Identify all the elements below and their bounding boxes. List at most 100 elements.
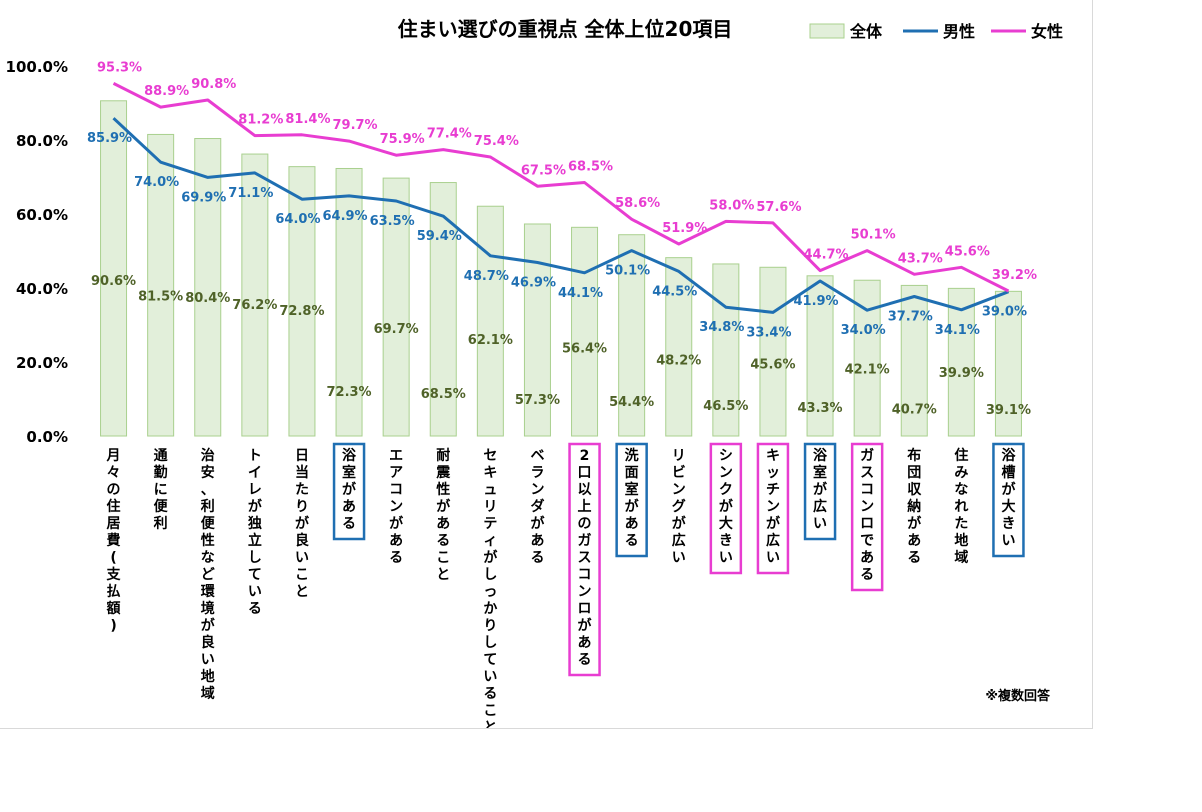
x-category-label: 治安、利便性など環境が良い地域 <box>201 447 216 702</box>
bar-data-label: 42.1% <box>845 363 890 378</box>
female-data-label: 58.0% <box>709 198 754 213</box>
female-data-label: 95.3% <box>97 60 142 75</box>
x-category-label: 月々の住居費(支払額) <box>106 448 122 634</box>
category-highlight-box <box>332 442 366 541</box>
bar <box>241 153 269 437</box>
x-category-label: 浴室が広い <box>813 447 828 532</box>
bar-data-label: 45.6% <box>750 358 795 373</box>
y-tick-label: 20.0% <box>16 354 68 372</box>
category-highlight-box <box>568 442 601 677</box>
bar-data-label: 39.9% <box>939 366 984 381</box>
female-data-label: 68.5% <box>568 160 613 175</box>
x-category-label: 2 口以上のガスコンロがある <box>578 448 593 668</box>
female-data-label: 81.4% <box>285 112 330 127</box>
bar <box>382 177 410 437</box>
x-category-label: 住みなれた地域 <box>954 447 968 566</box>
female-data-label: 77.4% <box>427 127 472 142</box>
x-category-label: ベランダがある <box>530 448 545 566</box>
bar <box>947 287 975 437</box>
y-tick-label: 100.0% <box>6 58 68 76</box>
male-data-label: 37.7% <box>888 310 933 325</box>
female-data-label: 43.7% <box>898 251 943 266</box>
bar-data-label: 48.2% <box>656 354 701 369</box>
bar <box>194 138 222 437</box>
x-category-label: キッチンが広い <box>766 448 781 566</box>
bar-data-label: 56.4% <box>562 342 607 357</box>
male-data-label: 46.9% <box>511 275 556 290</box>
male-data-label: 69.9% <box>181 190 226 205</box>
bar <box>147 133 175 437</box>
male-data-label: 34.1% <box>935 323 980 338</box>
male-data-label: 74.0% <box>134 175 179 190</box>
female-data-label: 79.7% <box>332 118 377 133</box>
female-data-label: 75.9% <box>380 132 425 147</box>
bar-data-label: 62.1% <box>468 333 513 348</box>
male-data-label: 71.1% <box>228 186 273 201</box>
female-data-label: 57.6% <box>756 200 801 215</box>
male-data-label: 48.7% <box>464 269 509 284</box>
bar-data-label: 72.8% <box>279 304 324 319</box>
x-category-label: 洗面室がある <box>625 447 640 549</box>
bar <box>759 266 787 437</box>
x-category-label: 耐震性があること <box>435 447 451 583</box>
male-data-label: 33.4% <box>746 325 791 340</box>
male-data-label: 44.5% <box>652 284 697 299</box>
category-highlight-box <box>803 442 837 541</box>
bar-data-label: 76.2% <box>232 298 277 313</box>
bar <box>288 166 316 437</box>
bar-data-label: 72.3% <box>326 385 371 400</box>
x-category-label: 通勤に便利 <box>154 448 169 532</box>
bar <box>994 290 1022 437</box>
x-category-label: 布団収納がある <box>907 447 922 566</box>
female-data-label: 90.8% <box>191 77 236 92</box>
bar <box>523 223 551 437</box>
bar-data-label: 43.3% <box>797 401 842 416</box>
chart-frame: 住まい選びの重視点 全体上位20項目 全体 男性 女性 0.0% 20.0% 40.… <box>0 0 1093 736</box>
male-data-label: 39.0% <box>982 305 1027 320</box>
y-axis: 0.0% 20.0% 40.0% 60.0% 80.0% 100.0% <box>6 58 68 446</box>
chart-note: ※複数回答 <box>985 688 1051 704</box>
x-category-label: ガスコンロである <box>860 448 874 583</box>
male-data-label: 34.0% <box>841 323 886 338</box>
bar-data-label: 68.5% <box>421 387 466 402</box>
bar-data-label: 46.5% <box>703 399 748 414</box>
female-data-label: 50.1% <box>851 228 896 243</box>
female-data-label: 58.6% <box>615 196 660 211</box>
legend-swatch-overall <box>809 23 845 39</box>
female-data-label: 81.2% <box>238 113 283 128</box>
category-highlight-box <box>756 442 790 575</box>
female-data-label: 51.9% <box>662 221 707 236</box>
female-data-label: 39.2% <box>992 268 1037 283</box>
female-data-label: 45.6% <box>945 244 990 259</box>
male-data-label: 44.1% <box>558 286 603 301</box>
bar <box>712 263 740 437</box>
male-data-label: 64.9% <box>322 209 367 224</box>
legend-label-male: 男性 <box>943 22 975 41</box>
male-data-label: 34.8% <box>699 320 744 335</box>
x-category-label: エアコンがある <box>389 448 404 566</box>
female-data-label: 44.7% <box>803 248 848 263</box>
bar-data-label: 40.7% <box>892 402 937 417</box>
bar-data-label: 57.3% <box>515 393 560 408</box>
bar-data-label: 69.7% <box>374 322 419 337</box>
bar <box>571 226 599 437</box>
x-category-label: 浴室がある <box>342 447 357 532</box>
bar <box>335 167 363 437</box>
bar <box>100 100 128 437</box>
data-labels: 95.3%88.9% 90.8% 81.2% 81.4% 79.7%75.9% 77.4%… <box>87 60 1037 417</box>
chart-svg: 住まい選びの重視点 全体上位20項目 全体 男性 女性 0.0% 20.0% 40.… <box>6 17 1064 736</box>
male-data-label: 59.4% <box>417 229 462 244</box>
series-lines <box>112 82 1010 314</box>
female-line <box>112 82 1010 293</box>
bars <box>100 100 1022 437</box>
y-tick-label: 80.0% <box>16 132 68 150</box>
male-data-label: 50.1% <box>605 264 650 279</box>
male-line <box>112 117 1010 314</box>
category-highlight-box <box>709 442 743 575</box>
x-category-label: 日当たりが良いこと <box>295 448 310 600</box>
bar-data-label: 90.6% <box>91 274 136 289</box>
female-data-label: 67.5% <box>521 163 566 178</box>
x-category-label: リビングが広い <box>672 448 687 566</box>
bar <box>618 234 646 437</box>
category-highlight-box <box>615 442 648 558</box>
